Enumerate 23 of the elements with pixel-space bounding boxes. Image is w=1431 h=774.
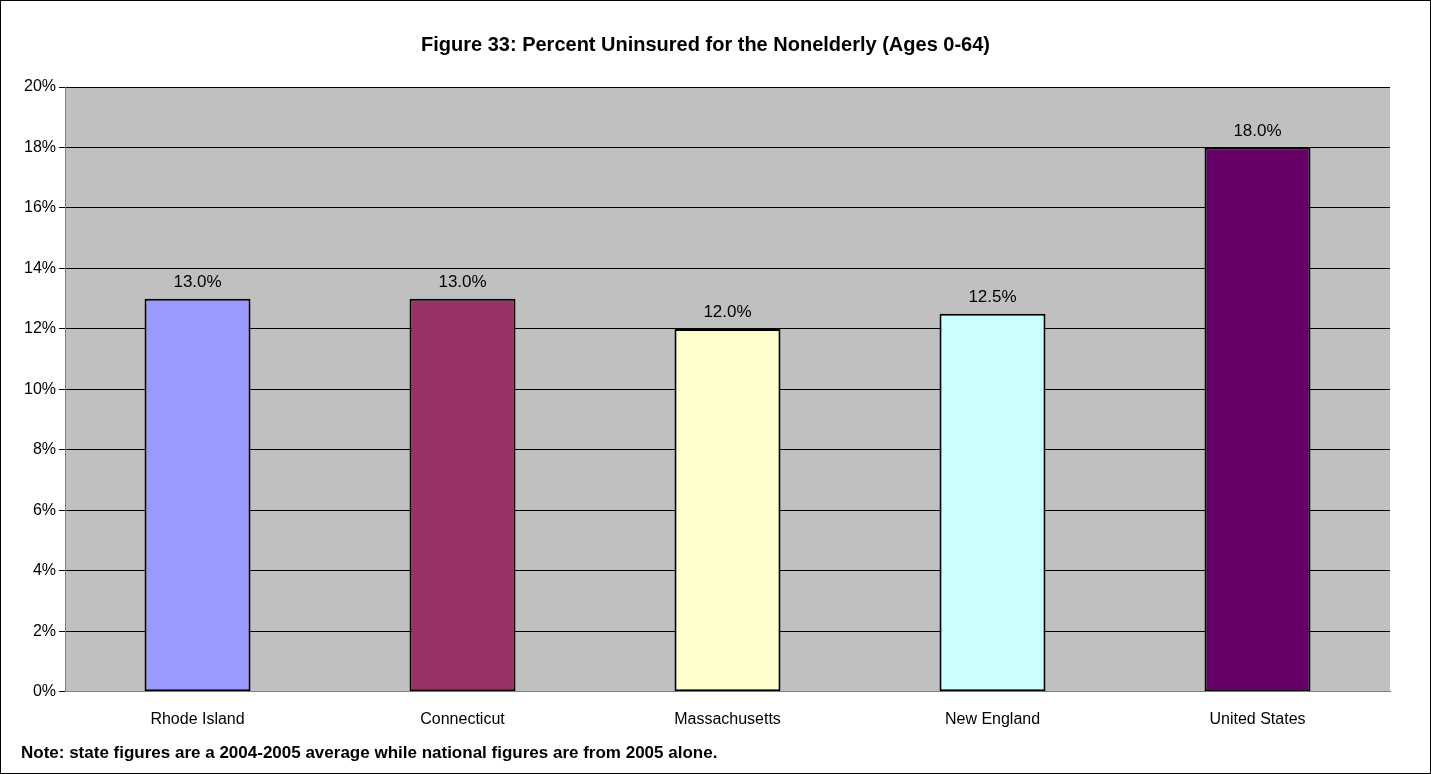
y-tick-label: 12% <box>23 319 57 337</box>
chart-title: Figure 33: Percent Uninsured for the Nonelderly (Ages 0-64) <box>420 32 991 55</box>
x-tick-label: Rhode Island <box>150 709 245 727</box>
x-tick-label: Connecticut <box>420 709 506 727</box>
text: Note: state figures are a 2004-2005 average while national figures are from 2005 alone. <box>21 742 718 764</box>
y-tick-label: 14% <box>23 258 57 276</box>
y-tick-label: 8% <box>32 440 57 458</box>
y-tick-label: 20% <box>23 77 57 95</box>
y-tick-label: 16% <box>23 198 57 216</box>
data-label: 13.0% <box>173 271 222 291</box>
y-tick-label: 18% <box>23 137 57 155</box>
data-label: 13.0% <box>438 271 487 291</box>
y-tick-label: 6% <box>32 500 57 518</box>
data-label: 18.0% <box>1233 120 1282 140</box>
y-tick-label: 0% <box>32 682 57 700</box>
y-tick-label: 4% <box>32 561 57 579</box>
y-tick-label: 2% <box>32 621 57 639</box>
x-tick-label: New England <box>944 709 1041 727</box>
x-tick-label: United States <box>1209 709 1306 727</box>
data-label: 12.0% <box>703 302 752 322</box>
y-tick-label: 10% <box>23 379 57 397</box>
x-tick-label: Massachusetts <box>674 709 781 727</box>
data-label: 12.5% <box>968 286 1017 306</box>
